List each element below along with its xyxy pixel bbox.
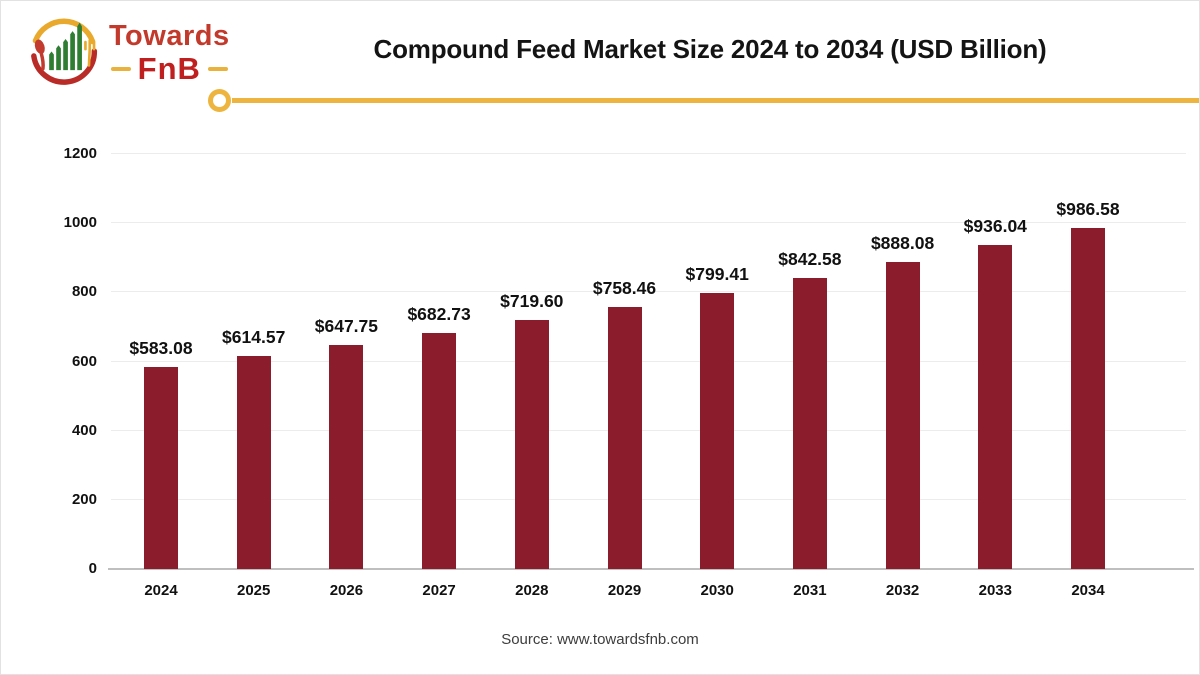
bar-2027 <box>422 332 457 569</box>
bar-chart: $583.08 2024 $614.57 2025 $647.75 2026 $682.73… <box>1 131 1199 611</box>
y-axis-tick-label-1000: 1000 <box>63 214 97 232</box>
bar-value-label-2029: $758.46 <box>592 277 657 298</box>
towardsfnb-logo-icon <box>31 18 98 85</box>
bar-2033 <box>978 245 1013 569</box>
bar-value-label-2034: $986.58 <box>1056 198 1120 219</box>
logo-dash-right <box>207 66 228 71</box>
bar-value-label-2026: $647.75 <box>314 316 379 336</box>
x-axis-baseline <box>108 568 1194 570</box>
logo-dash-left <box>110 66 131 71</box>
towardsfnb-logo: Towards FnB <box>25 13 230 93</box>
bar-2028 <box>514 320 549 569</box>
bar-value-label-2027: $682.73 <box>407 303 471 324</box>
bar-2025 <box>236 356 271 569</box>
x-axis-label-2024: 2024 <box>144 582 178 599</box>
y-axis-tick-label-0: 0 <box>88 560 97 577</box>
bar-2026 <box>329 345 364 569</box>
x-axis-label-2026: 2026 <box>329 582 364 599</box>
bar-value-label-2025: $614.57 <box>222 327 286 348</box>
y-axis-tick-label-1200: 1200 <box>63 145 97 162</box>
bar-2024 <box>144 367 178 569</box>
y-axis-tick-label-400: 400 <box>71 421 97 439</box>
x-axis-label-2027: 2027 <box>422 582 456 599</box>
y-axis-tick-label-600: 600 <box>71 352 97 370</box>
gridline-y1200 <box>111 153 1186 154</box>
gridline-y800 <box>111 291 1186 293</box>
logo-text-towards: Towards <box>109 20 230 52</box>
bar-2029 <box>607 306 642 569</box>
logo-text-fnb: FnB <box>137 51 201 86</box>
x-axis-label-2028: 2028 <box>515 582 549 599</box>
x-axis-label-2030: 2030 <box>700 582 734 599</box>
x-axis-label-2031: 2031 <box>793 582 827 599</box>
divider-ring-icon <box>208 89 231 112</box>
x-axis-label-2025: 2025 <box>237 582 271 599</box>
source-caption: Source: www.towardsfnb.com <box>501 631 699 648</box>
y-axis-tick-label-200: 200 <box>71 490 97 508</box>
spoon-glyph <box>34 39 45 71</box>
x-axis-label-2033: 2033 <box>978 582 1012 599</box>
chart-title: Compound Feed Market Size 2024 to 2034 (… <box>373 34 1047 64</box>
growth-bars-glyph <box>49 22 82 71</box>
bar-value-label-2024: $583.08 <box>129 338 193 359</box>
divider-line <box>232 98 1199 103</box>
x-axis-label-2029: 2029 <box>607 582 642 599</box>
x-axis-label-2032: 2032 <box>885 582 920 599</box>
x-axis-label-2034: 2034 <box>1071 582 1105 599</box>
bar-value-label-2030: $799.41 <box>685 263 749 284</box>
bar-2032 <box>885 261 920 569</box>
bar-value-label-2028: $719.60 <box>500 291 564 312</box>
bar-2030 <box>700 292 735 569</box>
fork-glyph <box>84 39 96 67</box>
gridline-y200 <box>111 498 1186 500</box>
gridline-y1000 <box>111 222 1186 224</box>
plot-area: $583.08 2024 $614.57 2025 $647.75 2026 $682.73… <box>108 153 1194 599</box>
y-axis-tick-label-800: 800 <box>71 283 97 301</box>
bar-value-label-2032: $888.08 <box>870 232 935 253</box>
gridline-y400 <box>111 429 1186 431</box>
bar-value-label-2033: $936.04 <box>963 216 1027 237</box>
bar-2031 <box>792 277 827 569</box>
bar-value-label-2031: $842.58 <box>778 248 842 269</box>
logo-wordmark: Towards FnB <box>109 20 230 86</box>
gridline-y600 <box>111 360 1186 362</box>
bar-2034 <box>1071 227 1105 569</box>
